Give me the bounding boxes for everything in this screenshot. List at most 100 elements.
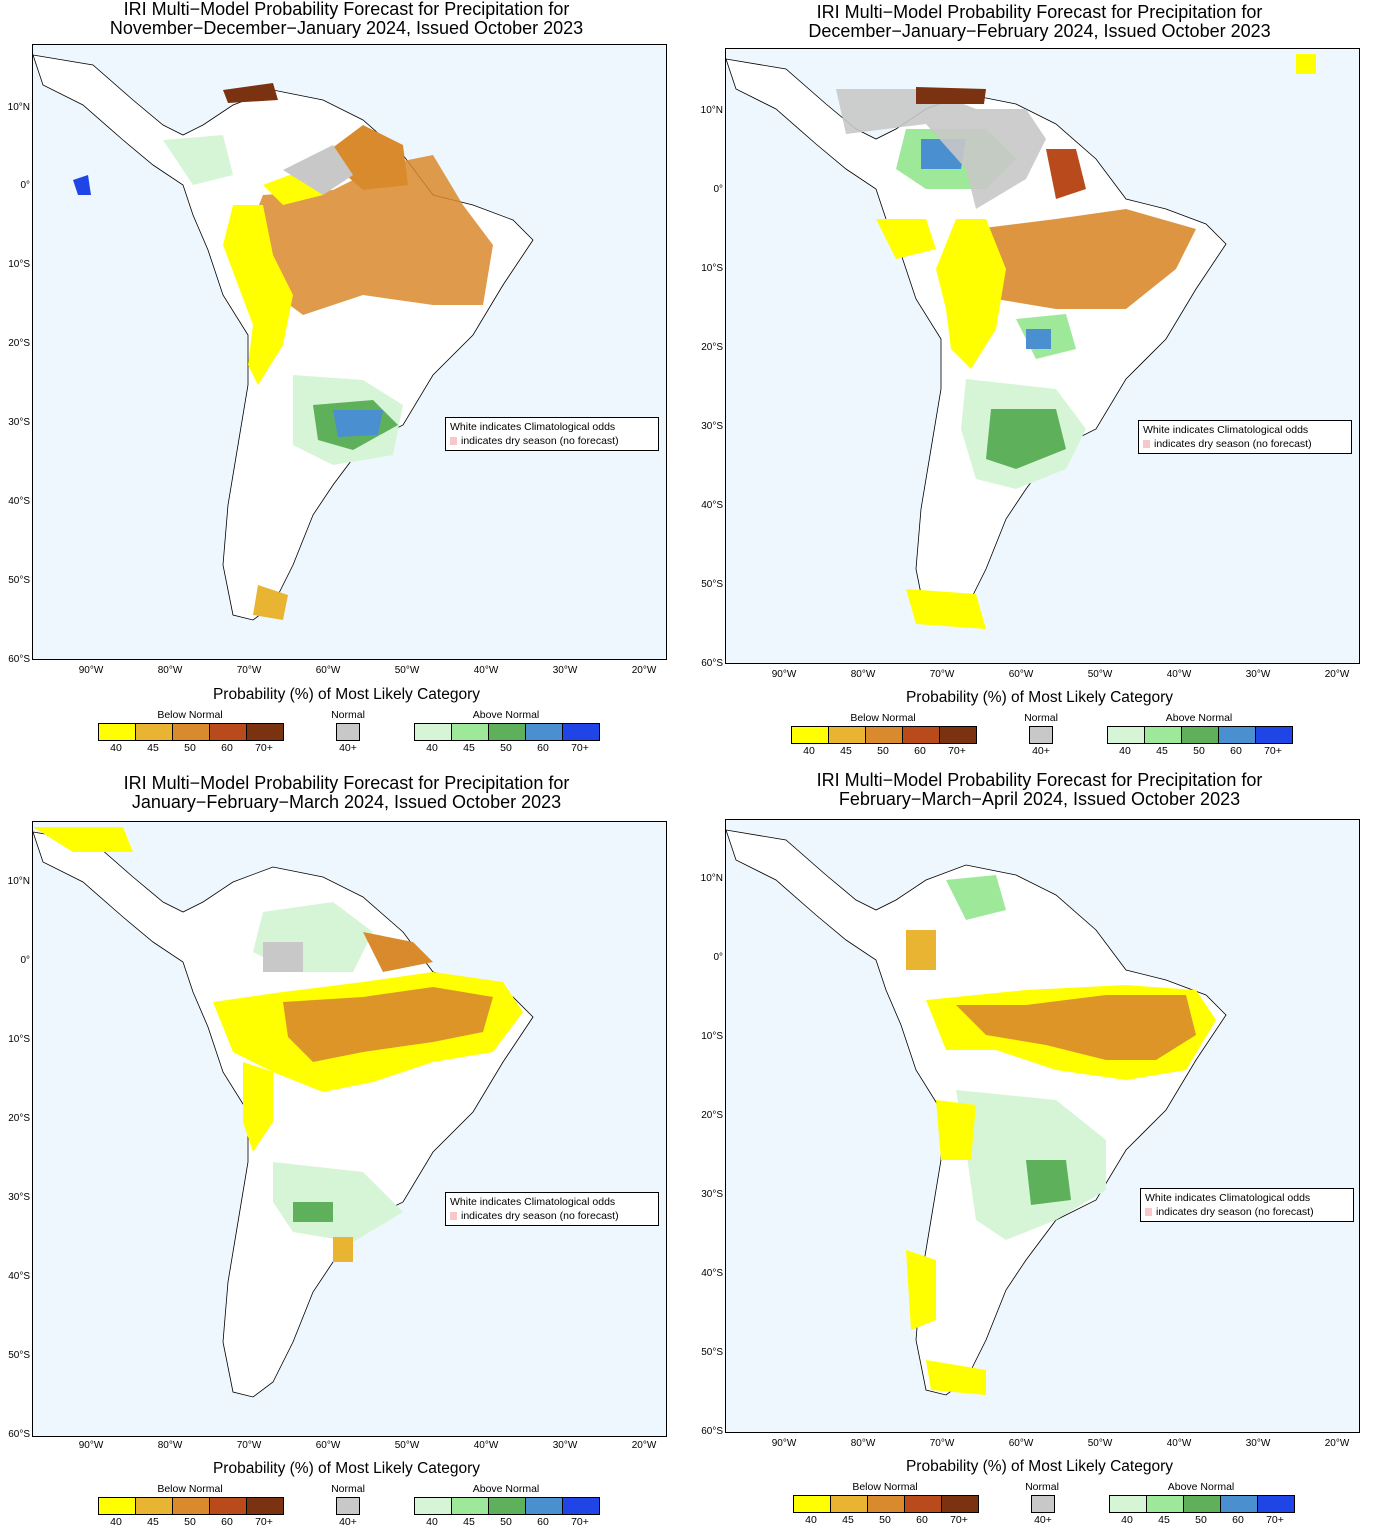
lat-label: 40°S xyxy=(701,1268,723,1279)
colorbar-tick: 50 xyxy=(184,742,196,754)
below-colorbar xyxy=(793,1495,979,1513)
colorbar-tick: 70+ xyxy=(571,742,589,754)
dry-season-swatch xyxy=(450,1212,457,1221)
legend-climatology: White indicates Climatological odds xyxy=(450,1196,616,1208)
south-america-map xyxy=(726,829,1227,1396)
colorbar-tick: 50 xyxy=(877,745,889,757)
lon-label: 80°W xyxy=(157,1440,183,1451)
colorbar-tick: 60 xyxy=(537,742,549,754)
colorbar-tick: 45 xyxy=(1156,745,1168,757)
colorbar-tick: 70+ xyxy=(571,1516,589,1528)
lat-label: 10°S xyxy=(8,259,30,270)
colorbar-tick: 45 xyxy=(463,1516,475,1528)
south-america-map xyxy=(33,54,534,621)
colorbar-title: Probability (%) of Most Likely Category xyxy=(212,686,481,703)
forecast-panel-fma: IRI Multi−Model Probability Forecast for… xyxy=(693,768,1386,1536)
lat-label: 0° xyxy=(20,955,30,966)
lat-label: 0° xyxy=(713,184,723,195)
normal-colorbar xyxy=(336,723,360,741)
lon-label: 50°W xyxy=(1087,669,1113,680)
below-normal-label: Below Normal xyxy=(850,712,916,724)
lat-label: 60°S xyxy=(8,654,30,665)
lat-label: 60°S xyxy=(701,1426,723,1437)
colorbar-tick: 40 xyxy=(805,1514,817,1526)
dry-season-swatch xyxy=(1145,1208,1152,1217)
above-normal-label: Above Normal xyxy=(472,709,540,721)
map-legend: White indicates Climatological odds indi… xyxy=(1140,1188,1354,1222)
lat-label: 20°S xyxy=(701,342,723,353)
normal-label: Normal xyxy=(1024,712,1058,724)
lat-label: 10°N xyxy=(700,873,723,884)
lon-label: 50°W xyxy=(394,1440,420,1451)
lat-label: 50°S xyxy=(701,579,723,590)
lon-label: 40°W xyxy=(1166,669,1192,680)
below-normal-label: Below Normal xyxy=(852,1481,918,1493)
colorbar-tick: 45 xyxy=(840,745,852,757)
legend-dry-season: indicates dry season (no forecast) xyxy=(1156,1206,1314,1218)
colorbar-tick: 50 xyxy=(500,742,512,754)
below-colorbar xyxy=(98,1497,284,1515)
normal-label: Normal xyxy=(331,1483,365,1495)
lon-label: 40°W xyxy=(473,1440,499,1451)
colorbar-tick: 50 xyxy=(1195,1514,1207,1526)
lat-label: 40°S xyxy=(8,496,30,507)
legend-climatology: White indicates Climatological odds xyxy=(1143,424,1309,436)
colorbar-tick: 40 xyxy=(1119,745,1131,757)
legend-dry-season: indicates dry season (no forecast) xyxy=(1154,438,1312,450)
colorbar-tick: 45 xyxy=(463,742,475,754)
colorbar-tick: 60 xyxy=(537,1516,549,1528)
normal-label: Normal xyxy=(1025,1481,1059,1493)
lat-label: 40°S xyxy=(8,1271,30,1282)
colorbar-tick: 60 xyxy=(1230,745,1242,757)
colorbar-tick: 40+ xyxy=(339,742,357,754)
lat-label: 30°S xyxy=(701,1189,723,1200)
colorbar-tick: 40 xyxy=(110,742,122,754)
lon-label: 30°W xyxy=(552,1440,578,1451)
colorbar-tick: 70+ xyxy=(950,1514,968,1526)
colorbar-tick: 60 xyxy=(914,745,926,757)
lat-label: 20°S xyxy=(8,1113,30,1124)
above-normal-label: Above Normal xyxy=(472,1483,540,1495)
lon-label: 90°W xyxy=(771,1438,797,1449)
normal-colorbar xyxy=(336,1497,360,1515)
lat-label: 60°S xyxy=(8,1429,30,1440)
lon-label: 90°W xyxy=(78,665,104,676)
colorbar-tick: 60 xyxy=(1232,1514,1244,1526)
lat-label: 20°S xyxy=(701,1110,723,1121)
colorbar-tick: 50 xyxy=(879,1514,891,1526)
lon-label: 70°W xyxy=(929,669,955,680)
colorbar-tick: 45 xyxy=(147,1516,159,1528)
lon-label: 60°W xyxy=(315,1440,341,1451)
colorbar-tick: 70+ xyxy=(255,742,273,754)
lon-label: 20°W xyxy=(631,1440,657,1451)
normal-colorbar xyxy=(1029,726,1053,744)
legend-climatology: White indicates Climatological odds xyxy=(1145,1192,1311,1204)
colorbar-tick: 50 xyxy=(184,1516,196,1528)
normal-colorbar xyxy=(1031,1495,1055,1513)
lat-label: 0° xyxy=(713,952,723,963)
lon-label: 60°W xyxy=(1008,1438,1034,1449)
colorbar-tick: 40+ xyxy=(1032,745,1050,757)
lon-label: 90°W xyxy=(78,1440,104,1451)
dry-season-swatch xyxy=(450,437,457,446)
colorbar-tick: 40+ xyxy=(339,1516,357,1528)
colorbar-tick: 60 xyxy=(221,742,233,754)
lon-label: 70°W xyxy=(236,1440,262,1451)
map-plot xyxy=(32,821,667,1437)
lat-label: 20°S xyxy=(8,338,30,349)
lon-label: 20°W xyxy=(631,665,657,676)
map-legend: White indicates Climatological odds indi… xyxy=(445,417,659,451)
normal-label: Normal xyxy=(331,709,365,721)
colorbar-tick: 40+ xyxy=(1034,1514,1052,1526)
lat-label: 60°S xyxy=(701,658,723,669)
lat-label: 0° xyxy=(20,180,30,191)
colorbar-tick: 40 xyxy=(426,1516,438,1528)
panel-title: IRI Multi−Model Probability Forecast for… xyxy=(808,2,1271,41)
lat-label: 30°S xyxy=(701,421,723,432)
lat-label: 10°S xyxy=(701,1031,723,1042)
dry-season-swatch xyxy=(1143,440,1150,449)
forecast-panel-jfm: IRI Multi−Model Probability Forecast for… xyxy=(0,768,693,1536)
legend-dry-season: indicates dry season (no forecast) xyxy=(461,435,619,447)
map-plot xyxy=(725,48,1360,664)
above-normal-label: Above Normal xyxy=(1167,1481,1235,1493)
